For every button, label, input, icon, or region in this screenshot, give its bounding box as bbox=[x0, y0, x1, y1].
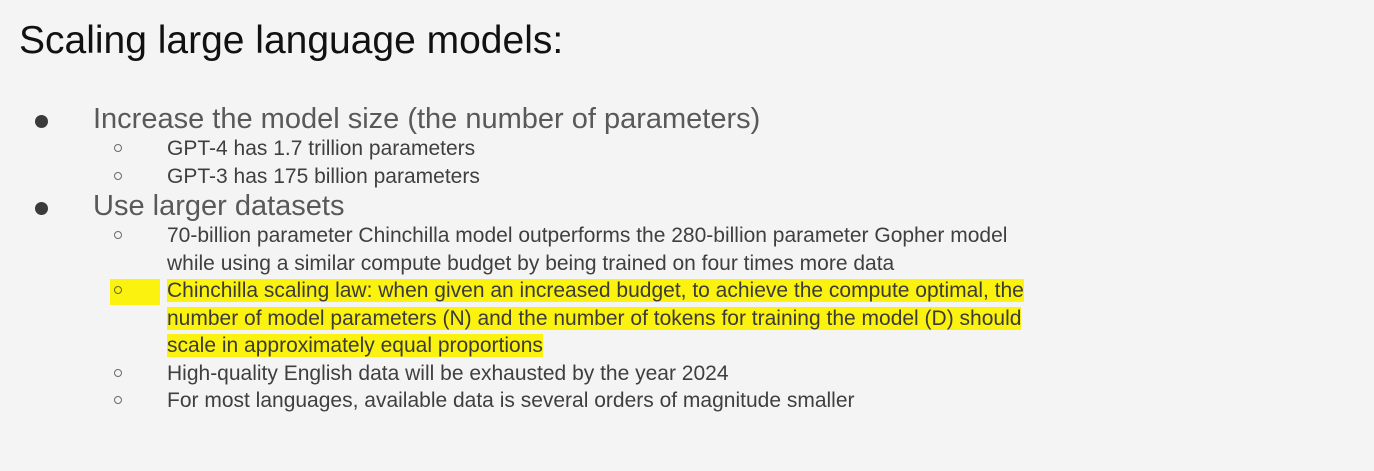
sub-bullet-item: GPT-4 has 1.7 trillion parameters bbox=[0, 135, 1374, 163]
bullet-dot-icon bbox=[35, 115, 48, 128]
bullet-item: Use larger datasets bbox=[0, 190, 1374, 222]
sub-bullet-item: High-quality English data will be exhaus… bbox=[0, 360, 1374, 388]
slide-title: Scaling large language models: bbox=[19, 19, 564, 62]
highlighted-text-line: scale in approximately equal proportions bbox=[167, 334, 543, 357]
bullet-text: Use larger datasets bbox=[93, 190, 345, 222]
sub-bullet-text-line: while using a similar compute budget by … bbox=[167, 251, 895, 275]
hollow-circle-bullet-icon bbox=[114, 396, 122, 404]
sub-list-container: GPT-4 has 1.7 trillion parameters GPT-3 … bbox=[0, 135, 1374, 190]
hollow-circle-bullet-icon bbox=[114, 144, 122, 152]
sub-bullet-item: GPT-3 has 175 billion parameters bbox=[0, 163, 1374, 191]
sub-bullet-text: GPT-4 has 1.7 trillion parameters bbox=[167, 137, 476, 160]
sub-list-container: 70-billion parameter Chinchilla model ou… bbox=[0, 222, 1374, 415]
highlighted-text-line: Chinchilla scaling law: when given an in… bbox=[167, 279, 1024, 302]
sub-bullet-item: 70-billion parameter Chinchilla model ou… bbox=[0, 222, 1374, 277]
hollow-circle-bullet-icon bbox=[114, 231, 122, 239]
bullet-list: Increase the model size (the number of p… bbox=[0, 103, 1374, 415]
sub-bullet-text-line: 70-billion parameter Chinchilla model ou… bbox=[167, 224, 1008, 247]
sub-bullet-item: For most languages, available data is se… bbox=[0, 387, 1374, 415]
hollow-circle-bullet-icon bbox=[114, 171, 122, 180]
sub-bullet-text: GPT-3 has 175 billion parameters bbox=[167, 164, 480, 188]
sub-bullet-text: For most languages, available data is se… bbox=[167, 389, 855, 412]
bullet-item: Increase the model size (the number of p… bbox=[0, 103, 1374, 135]
hollow-circle-bullet-icon bbox=[114, 368, 122, 377]
highlighted-text-line: number of model parameters (N) and the n… bbox=[167, 306, 1022, 330]
bullet-text: Increase the model size (the number of p… bbox=[93, 103, 761, 135]
bullet-dot-icon bbox=[35, 202, 48, 215]
highlighted-sub-bullet-item: Chinchilla scaling law: when given an in… bbox=[0, 277, 1374, 360]
sub-list: GPT-4 has 1.7 trillion parameters GPT-3 … bbox=[0, 135, 1374, 190]
sub-list: 70-billion parameter Chinchilla model ou… bbox=[0, 222, 1374, 415]
hollow-circle-bullet-icon bbox=[114, 286, 122, 294]
sub-bullet-text: High-quality English data will be exhaus… bbox=[167, 361, 729, 385]
